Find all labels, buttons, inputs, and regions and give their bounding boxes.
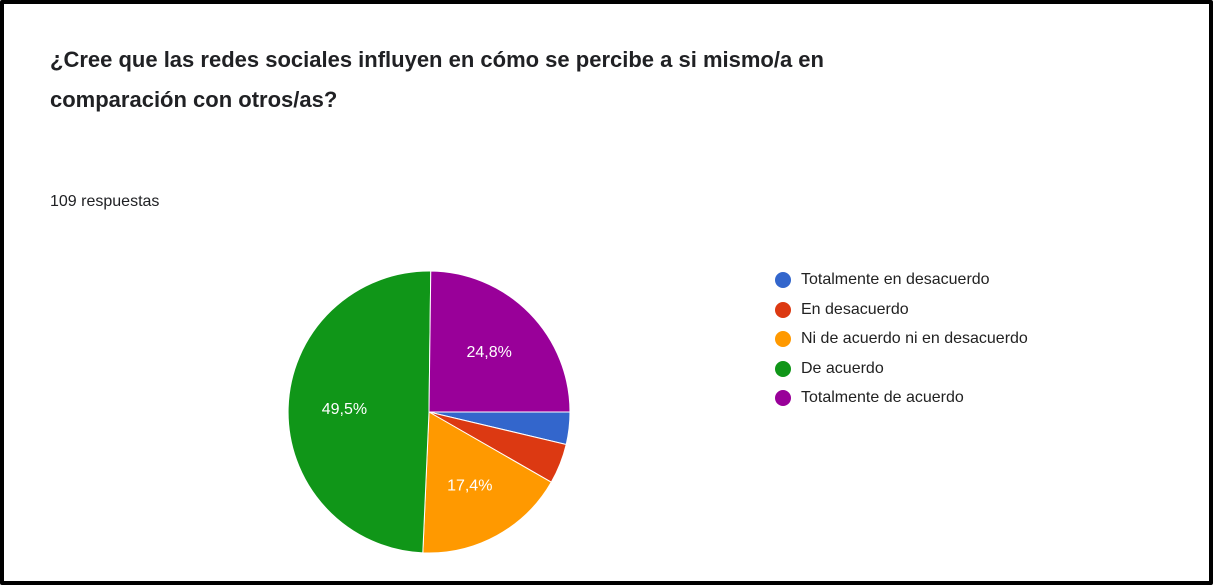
legend-swatch [775, 360, 791, 377]
legend-swatch [775, 301, 791, 318]
legend-item-totalmente-en-desacuerdo[interactable]: Totalmente en desacuerdo [775, 270, 1028, 290]
legend-item-de-acuerdo[interactable]: De acuerdo [775, 359, 1028, 379]
pie-slice-de-acuerdo[interactable] [287, 270, 432, 554]
question-title: ¿Cree que las redes sociales influyen en… [50, 47, 824, 112]
legend-swatch [775, 272, 791, 288]
chart-legend: Totalmente en desacuerdo En desacuerdo Ni … [775, 270, 1028, 418]
legend-item-ni-de-acuerdo-ni-en-desacuerdo[interactable]: Ni de acuerdo ni en desacuerdo [775, 329, 1028, 349]
slice-label-de-acuerdo: 49,5% [322, 401, 367, 418]
pie-slice-totalmente-de-acuerdo[interactable] [428, 270, 571, 413]
legend-swatch [775, 390, 791, 406]
response-count: 109 respuestas [50, 193, 160, 210]
legend-item-totalmente-de-acuerdo[interactable]: Totalmente de acuerdo [775, 388, 1028, 408]
pie-chart: 17,4% 49,5% 24,8% [287, 270, 571, 554]
slice-label-totalmente-de-acuerdo: 24,8% [467, 344, 512, 361]
legend-item-en-desacuerdo[interactable]: En desacuerdo [775, 300, 1028, 320]
legend-label: De acuerdo [801, 359, 884, 377]
legend-label: Ni de acuerdo ni en desacuerdo [801, 330, 1028, 347]
slice-label-ni-de-acuerdo-ni-en-desacuerdo: 17,4% [447, 477, 492, 494]
legend-label: Totalmente en desacuerdo [801, 271, 990, 288]
pie-slice-ni-de-acuerdo-ni-en-desacuerdo[interactable] [422, 411, 552, 554]
legend-label: Totalmente de acuerdo [801, 389, 964, 406]
legend-swatch [775, 331, 791, 347]
legend-label: En desacuerdo [801, 300, 909, 318]
